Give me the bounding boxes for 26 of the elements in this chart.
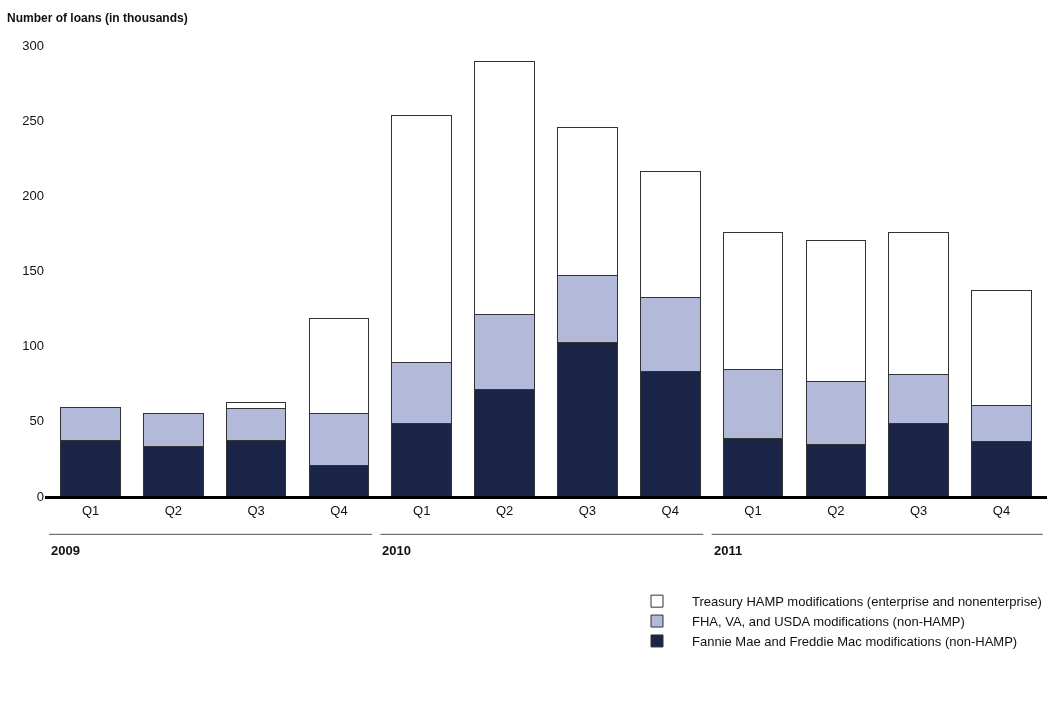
x-tick-label: Q3 — [578, 502, 597, 518]
x-tick-label: Q1 — [81, 502, 100, 518]
y-tick-label: 250 — [22, 112, 44, 128]
y-axis-title: Number of loans (in thousands) — [7, 11, 188, 25]
x-tick-label: Q4 — [330, 502, 348, 518]
text: 2010 — [382, 543, 411, 558]
x-tick-label: Q4 — [661, 502, 679, 518]
y-tick-label: 0 — [36, 488, 44, 504]
x-tick-label: Q3 — [909, 502, 928, 518]
x-tick-label: Q2 — [495, 502, 514, 518]
x-tick-label: Q1 — [744, 502, 762, 518]
y-tick-label: 300 — [22, 37, 44, 53]
x-tick-label: Q1 — [413, 502, 431, 518]
legend-label: Treasury HAMP modifications (enterprise and nonenterprise) — [692, 594, 1042, 610]
legend-label: FHA, VA, and USDA modifications (non-HAMP) — [692, 614, 965, 630]
text: 2011 — [714, 543, 743, 558]
x-tick-label: Q2 — [164, 502, 183, 518]
x-tick-label: Q4 — [992, 502, 1011, 518]
y-tick-label: 100 — [22, 338, 44, 354]
x-tick-label: Q2 — [827, 502, 845, 518]
text: 2009 — [51, 543, 80, 558]
legend-label: Fannie Mae and Freddie Mac modifications (non-HAMP) — [692, 634, 1018, 650]
x-tick-label: Q3 — [247, 502, 265, 518]
y-tick-label: 150 — [22, 263, 44, 279]
y-tick-label: 50 — [29, 413, 44, 429]
y-tick-label: 200 — [22, 187, 44, 203]
